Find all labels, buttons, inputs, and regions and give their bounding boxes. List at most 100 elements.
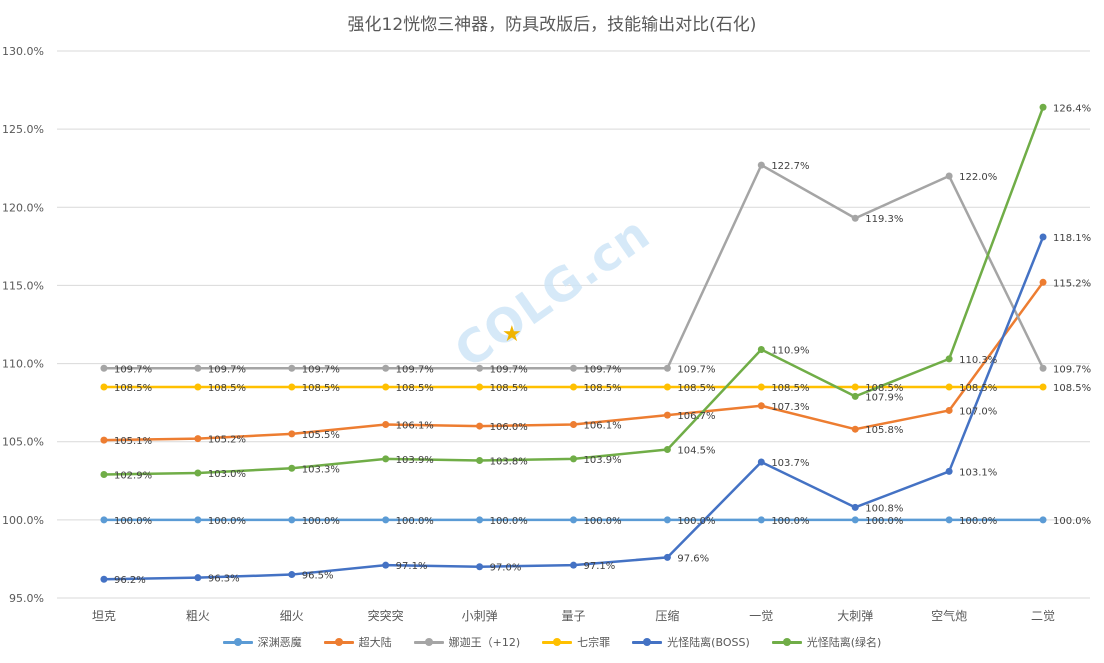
data-point — [194, 364, 202, 372]
legend-item: 深渊恶魔 — [222, 634, 302, 650]
data-point — [476, 383, 484, 391]
data-label: 100.0% — [1053, 516, 1091, 527]
data-point — [945, 383, 953, 391]
data-point — [663, 364, 671, 372]
data-label: 106.7% — [677, 411, 715, 422]
legend-label: 七宗罪 — [577, 636, 611, 649]
data-label: 103.7% — [771, 458, 809, 469]
data-point — [757, 402, 765, 410]
data-label: 108.5% — [208, 383, 246, 394]
legend-item: 超大陆 — [323, 634, 392, 650]
data-point — [100, 364, 108, 372]
data-label: 100.0% — [584, 516, 622, 527]
data-point — [288, 364, 296, 372]
data-label: 122.0% — [959, 172, 997, 183]
data-label: 108.5% — [584, 383, 622, 394]
data-point — [757, 458, 765, 466]
data-label: 100.0% — [865, 516, 903, 527]
data-label: 104.5% — [677, 446, 715, 457]
data-point — [945, 467, 953, 475]
data-label: 106.1% — [584, 421, 622, 432]
data-point — [1039, 383, 1047, 391]
data-point — [570, 383, 577, 391]
data-label: 107.3% — [771, 402, 809, 413]
data-label: 107.9% — [865, 392, 903, 403]
data-label: 108.5% — [771, 383, 809, 394]
data-label: 96.3% — [208, 574, 240, 585]
data-label: 100.0% — [959, 516, 997, 527]
data-label: 108.5% — [677, 383, 715, 394]
legend-item: 光怪陆离(绿名) — [771, 634, 882, 650]
data-point — [663, 446, 671, 454]
data-point — [382, 516, 390, 524]
data-label: 107.0% — [959, 406, 997, 417]
data-label: 109.7% — [584, 364, 622, 375]
legend-label: 光怪陆离(绿名) — [806, 636, 882, 649]
data-point — [100, 516, 108, 524]
data-label: 108.5% — [959, 383, 997, 394]
data-label: 97.0% — [490, 563, 522, 574]
data-label: 100.0% — [114, 516, 152, 527]
data-label: 108.5% — [302, 383, 340, 394]
data-label: 96.2% — [114, 575, 146, 586]
data-label: 108.5% — [114, 383, 152, 394]
data-label: 97.1% — [584, 561, 616, 572]
data-point — [288, 571, 296, 579]
y-tick-label: 115.0% — [2, 279, 44, 292]
data-point — [476, 422, 484, 430]
data-label: 110.9% — [771, 346, 809, 357]
legend-label: 深渊恶魔 — [257, 636, 302, 649]
data-point — [194, 469, 202, 477]
x-tick-label: 突突突 — [368, 608, 404, 623]
data-point — [570, 516, 577, 524]
watermark-star-icon: ★ — [502, 322, 522, 347]
data-point — [194, 383, 202, 391]
data-point — [476, 516, 484, 524]
data-point — [382, 561, 390, 569]
data-point — [194, 516, 202, 524]
data-point — [476, 456, 484, 464]
y-tick-label: 110.0% — [2, 358, 44, 371]
data-point — [194, 574, 202, 582]
legend-label: 娜迦王（+12) — [448, 636, 521, 649]
data-point — [288, 464, 296, 472]
data-label: 105.8% — [865, 425, 903, 436]
legend-line-icon — [771, 637, 802, 647]
data-label: 100.0% — [677, 516, 715, 527]
y-tick-label: 95.0% — [9, 592, 44, 605]
data-label: 97.6% — [677, 553, 709, 564]
data-label: 109.7% — [677, 364, 715, 375]
data-point — [100, 383, 108, 391]
data-point — [851, 214, 859, 222]
data-point — [288, 430, 296, 438]
data-point — [476, 364, 484, 372]
chart-legend: 深渊恶魔 超大陆 娜迦王（+12) 七宗罪 光怪陆离(BOSS) 光怪陆离(绿名) — [0, 634, 1104, 650]
data-label: 119.3% — [865, 214, 903, 225]
x-tick-label: 压缩 — [655, 608, 679, 623]
data-point — [851, 516, 859, 524]
legend-line-icon — [323, 637, 354, 647]
data-label: 106.1% — [396, 421, 434, 432]
data-point — [288, 383, 296, 391]
data-point — [194, 435, 202, 443]
data-point — [945, 516, 953, 524]
legend-label: 光怪陆离(BOSS) — [667, 636, 750, 649]
data-point — [1039, 516, 1047, 524]
data-point — [1039, 103, 1047, 111]
data-point — [100, 436, 108, 444]
data-label: 102.9% — [114, 471, 152, 482]
data-label: 108.5% — [1053, 383, 1091, 394]
data-label: 126.4% — [1053, 103, 1091, 114]
data-point — [851, 425, 859, 433]
data-label: 122.7% — [771, 161, 809, 172]
data-point — [100, 575, 108, 583]
data-label: 109.7% — [490, 364, 528, 375]
data-point — [1039, 233, 1047, 241]
data-label: 103.8% — [490, 456, 528, 467]
x-tick-label: 粗火 — [186, 609, 210, 623]
legend-line-icon — [222, 637, 253, 647]
data-point — [663, 383, 671, 391]
legend-item: 光怪陆离(BOSS) — [632, 634, 750, 650]
data-label: 100.0% — [396, 516, 434, 527]
